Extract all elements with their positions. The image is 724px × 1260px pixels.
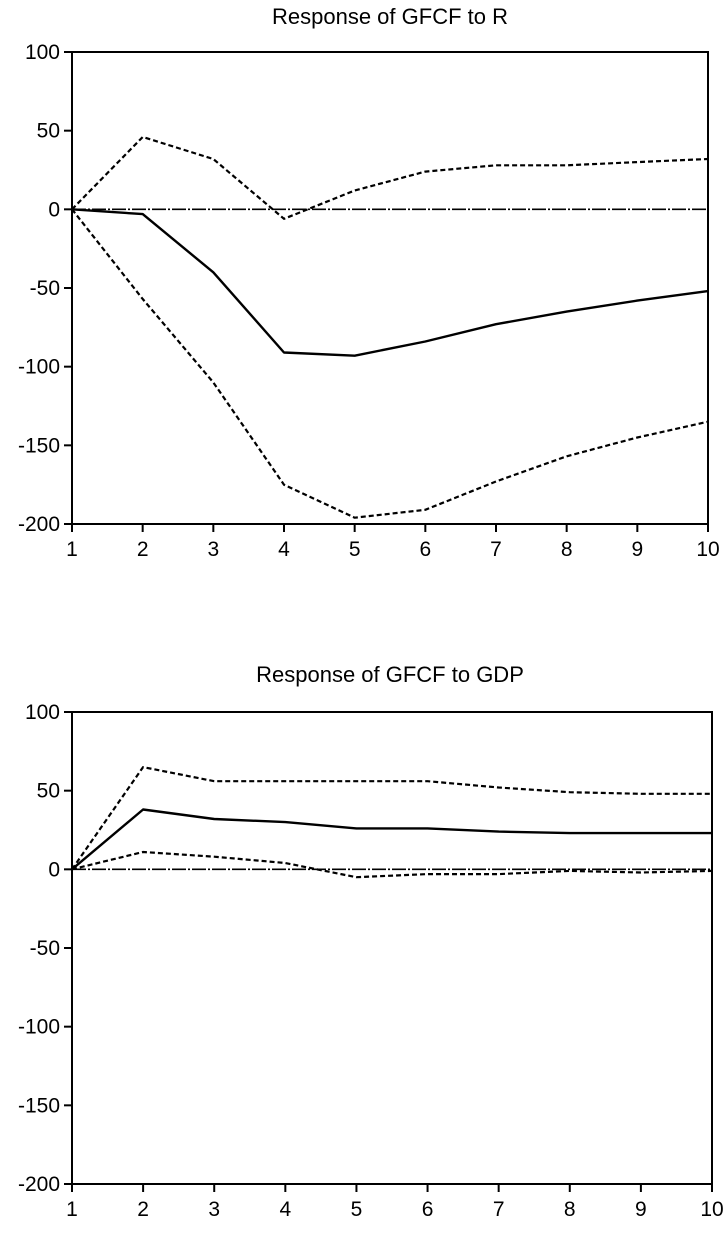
x-tick-label: 4 <box>278 538 290 561</box>
y-tick-label: 100 <box>25 41 60 64</box>
series-line-confidence-band <box>71 765 712 870</box>
y-tick-label: 50 <box>37 780 60 803</box>
x-tick-label: 6 <box>419 538 431 561</box>
series-line-response <box>71 808 712 871</box>
y-tick-label: -100 <box>18 356 60 379</box>
x-tick-label: 9 <box>635 1198 647 1221</box>
chart-title-2: Response of GFCF to GDP <box>256 662 524 687</box>
plot-frame <box>71 51 709 525</box>
x-tick-label: 4 <box>279 1198 291 1221</box>
y-tick-label: -200 <box>18 513 60 536</box>
x-tick-label: 7 <box>493 1198 505 1221</box>
x-tick-label: 8 <box>564 1198 576 1221</box>
y-tick-label: -50 <box>30 937 60 960</box>
x-tick-label: 9 <box>631 538 643 561</box>
x-tick-label: 10 <box>696 538 719 561</box>
y-tick-label: 50 <box>37 120 60 143</box>
plot-frame <box>71 711 713 1185</box>
x-tick-label: 1 <box>66 1198 78 1221</box>
x-tick-label: 8 <box>561 538 573 561</box>
x-tick-label: 5 <box>351 1198 363 1221</box>
x-tick-label: 2 <box>137 1198 149 1221</box>
chart-title-1: Response of GFCF to R <box>272 4 508 29</box>
chart-panel-1: Response of GFCF to R 100 50 0 -50 -100 -150 -… <box>0 0 724 600</box>
x-tick-label: 6 <box>422 1198 434 1221</box>
series-line-confidence-band <box>71 135 709 220</box>
y-tick-label: -150 <box>18 1094 60 1117</box>
chart-svg-1: 100 50 0 -50 -100 -150 -200 1 2 3 4 5 6 7 8 9 10 <box>18 41 720 561</box>
chart-panel-2: Response of GFCF to GDP 100 50 0 -50 -100 -15… <box>0 640 724 1233</box>
series-line-confidence-band <box>71 208 709 519</box>
y-tick-label: -150 <box>18 434 60 457</box>
y-tick-label: -200 <box>18 1173 60 1196</box>
y-tick-label: -100 <box>18 1016 60 1039</box>
x-tick-label: 3 <box>208 1198 220 1221</box>
x-tick-label: 1 <box>66 538 78 561</box>
series-line-confidence-band <box>71 850 713 879</box>
x-tick-label: 10 <box>700 1198 723 1221</box>
chart-svg-2: 100 50 0 -50 -100 -150 -200 1 2 3 4 5 6 7 8 9 10 <box>18 701 724 1221</box>
x-tick-label: 2 <box>137 538 149 561</box>
x-tick-label: 5 <box>349 538 361 561</box>
y-tick-label: -50 <box>30 277 60 300</box>
y-tick-label: 0 <box>48 198 60 221</box>
y-tick-label: 100 <box>25 701 60 724</box>
y-tick-label: 0 <box>48 858 60 881</box>
x-tick-label: 7 <box>490 538 502 561</box>
series-line-response <box>71 208 709 357</box>
x-tick-label: 3 <box>207 538 219 561</box>
